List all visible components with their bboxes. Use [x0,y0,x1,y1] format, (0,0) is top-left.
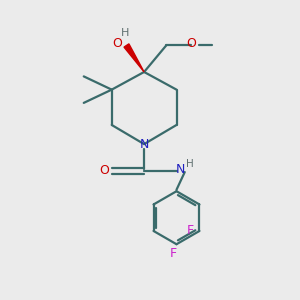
Text: F: F [170,247,177,260]
Text: H: H [121,28,129,38]
Text: O: O [99,164,109,177]
Text: O: O [186,38,196,50]
Polygon shape [124,44,144,72]
Text: O: O [113,38,122,50]
Text: N: N [140,138,149,151]
Text: F: F [187,224,194,238]
Text: N: N [176,163,186,176]
Text: H: H [186,159,194,169]
